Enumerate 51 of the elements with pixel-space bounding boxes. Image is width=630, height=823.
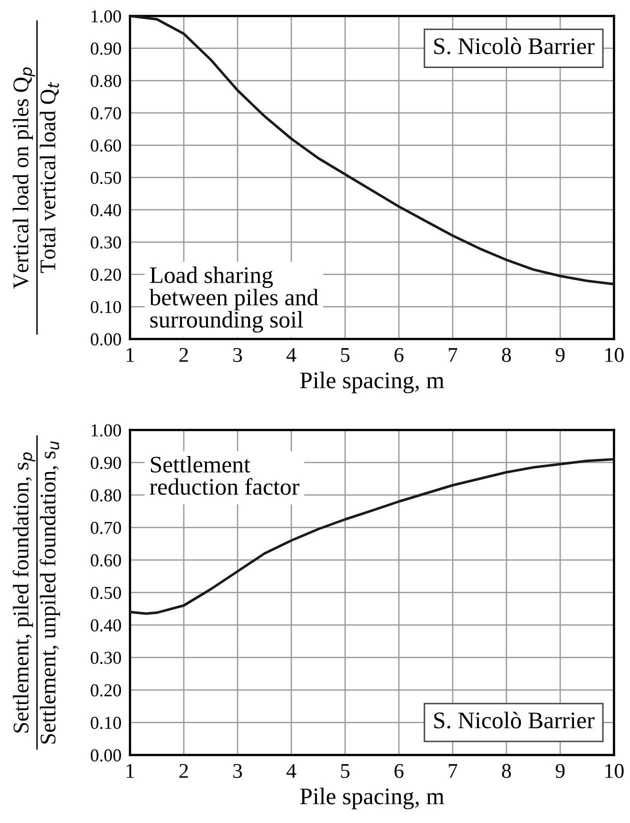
x-tick-label: 1: [126, 764, 134, 778]
y-tick-label: 0.10: [90, 716, 121, 730]
x-tick-label: 2: [179, 348, 188, 362]
x-tick-label: 7: [448, 348, 458, 362]
y-tick-label: 0.80: [90, 74, 121, 88]
y-tick-label: 0.40: [90, 204, 121, 216]
x-tick-label: 9: [556, 764, 565, 778]
x-tick-label: 8: [502, 348, 511, 362]
x-tick-label: 8: [502, 764, 511, 778]
y-tick-label: 0.90: [90, 456, 121, 470]
y-tick-label: 1.00: [92, 424, 121, 437]
x-tick-label: 10: [605, 348, 624, 362]
x-tick-label: 1: [126, 348, 134, 362]
y-tick-label: 0.50: [90, 172, 121, 184]
y-tick-label: 0.30: [90, 236, 121, 249]
y-axis-title: Settlement, piled foundation, s$_{p}$ Settlement, unpiled foundation, s$_{u}$: [12, 441, 60, 744]
y-tick-label: 0.60: [90, 139, 121, 152]
y-tick-label: 0.30: [90, 652, 121, 664]
annotation: S. Nicolò Barrier: [434, 712, 594, 729]
y-tick-label: 0.70: [90, 107, 121, 120]
y-tick-label: 0.40: [90, 619, 121, 632]
x-tick-label: 4: [286, 764, 296, 778]
x-tick-label: 4: [286, 348, 296, 362]
x-tick-label: 6: [394, 348, 404, 362]
y-tick-label: 0.20: [90, 684, 121, 697]
annotation: Settlement reduction factor: [150, 456, 300, 495]
x-tick-label: 5: [341, 764, 350, 778]
x-tick-label: 6: [394, 764, 404, 778]
x-tick-label: 10: [605, 764, 624, 778]
x-tick-label: 3: [233, 348, 242, 362]
x-axis-title: Pile spacing, m: [300, 788, 444, 810]
line-series: [130, 458, 614, 615]
x-axis-title: Pile spacing, m: [300, 372, 444, 394]
x-tick-label: 7: [448, 764, 458, 778]
x-tick-label: 5: [341, 348, 350, 362]
y-axis-title: Vertical load on piles Q$_{p}$ Total vertical load Q$_{t}$: [12, 67, 59, 289]
x-tick-label: 2: [179, 764, 188, 778]
y-tick-label: 1.00: [92, 10, 121, 23]
y-tick-label: 0.80: [90, 489, 121, 502]
y-tick-label: 0.60: [90, 554, 121, 567]
y-tick-label: 0.00: [90, 749, 121, 762]
annotation: Load sharing between piles and surrounding soil: [149, 266, 318, 333]
annotation: S. Nicolò Barrier: [434, 38, 594, 54]
y-tick-label: 0.10: [90, 300, 121, 314]
y-tick-label: 0.00: [90, 333, 121, 346]
y-tick-label: 0.50: [90, 586, 121, 600]
x-tick-label: 3: [233, 764, 242, 778]
y-tick-label: 0.90: [90, 42, 121, 55]
y-tick-label: 0.20: [90, 268, 121, 281]
x-tick-label: 9: [556, 348, 565, 362]
y-tick-label: 0.70: [90, 522, 121, 534]
